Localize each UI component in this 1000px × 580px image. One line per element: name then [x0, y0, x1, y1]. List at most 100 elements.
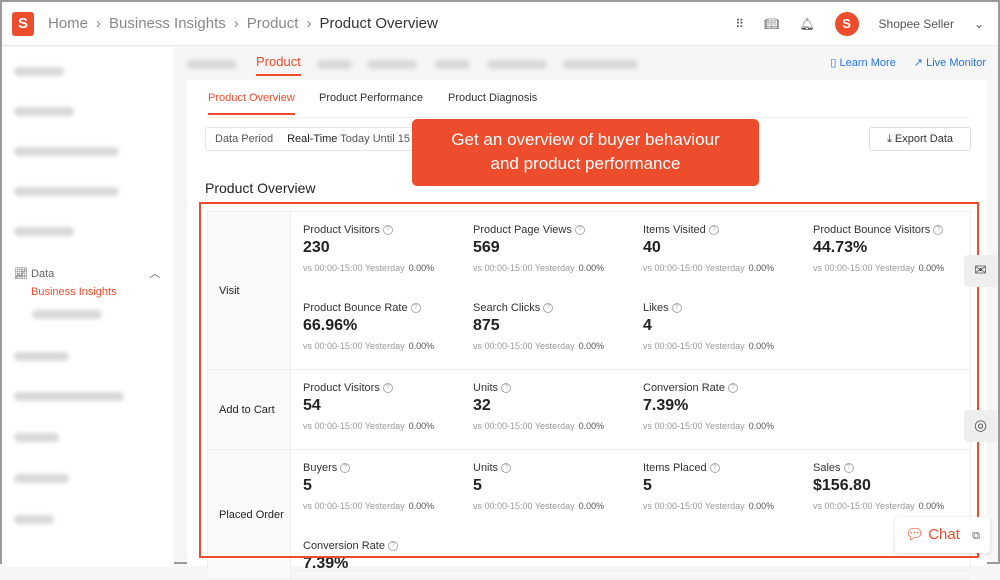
metric-card: Product Visitors? 54 vs 00:00-15:00 Yeste…: [303, 382, 473, 431]
headset-icon[interactable]: ◎: [964, 410, 997, 442]
compare-label: vs 00:00-15:00 Yesterday: [473, 421, 575, 431]
metric-change: 0.00%: [408, 421, 435, 431]
sidebar-item-business-insights[interactable]: Business Insights: [31, 286, 117, 298]
metric-value: 4: [643, 317, 652, 334]
metric-change: 0.00%: [748, 501, 775, 511]
metric-card: Buyers? 5 vs 00:00-15:00 Yesterday 0.00%: [303, 462, 473, 511]
metric-card: Search Clicks? 875 vs 00:00-15:00 Yesterd…: [473, 302, 643, 351]
book-icon[interactable]: 📖︎: [764, 17, 780, 31]
sidebar: [2, 47, 174, 567]
top-header: S Home › Business Insights › Product › Prod…: [2, 2, 998, 46]
metric-value: 5: [473, 477, 482, 494]
breadcrumb-home[interactable]: Home: [48, 15, 89, 32]
subtab-product-overview[interactable]: Product Overview: [208, 92, 295, 115]
metric-card: Items Placed? 5 vs 00:00-15:00 Yesterday 0…: [643, 462, 813, 511]
compare-label: vs 00:00-15:00 Yesterday: [473, 263, 575, 273]
chat-button[interactable]: 💬︎ Chat ⧉: [895, 517, 990, 553]
chevron-down-icon[interactable]: ⌄: [973, 17, 984, 31]
help-icon[interactable]: ?: [708, 225, 719, 236]
compare-label: vs 00:00-15:00 Yesterday: [473, 501, 575, 511]
compare-label: vs 00:00-15:00 Yesterday: [813, 501, 915, 511]
metric-card: Units? 32 vs 00:00-15:00 Yesterday 0.00%: [473, 382, 643, 431]
breadcrumb-current: Product Overview: [319, 15, 438, 32]
mail-icon[interactable]: ✉: [964, 255, 997, 287]
section-title: Product Overview: [205, 180, 316, 196]
metric-row: Visit Product Visitors? 230 vs 00:00-15:00…: [208, 212, 970, 370]
metric-change: 0.00%: [408, 263, 435, 273]
subtab-product-diagnosis[interactable]: Product Diagnosis: [448, 92, 538, 104]
metric-card: Conversion Rate? 7.39% vs 00:00-15:00 Yes…: [643, 382, 813, 431]
breadcrumb-business-insights[interactable]: Business Insights: [109, 15, 226, 32]
metric-value: 66.96%: [303, 317, 358, 334]
help-icon[interactable]: ?: [671, 303, 682, 314]
metric-change: 0.00%: [748, 263, 775, 273]
apps-grid-icon[interactable]: ⠿: [735, 17, 745, 31]
metric-name: Items Placed: [643, 462, 707, 474]
help-icon[interactable]: ?: [501, 463, 512, 474]
metric-name: Buyers: [303, 462, 338, 474]
metric-value: 7.39%: [643, 397, 689, 414]
help-icon[interactable]: ?: [933, 225, 944, 236]
metric-name: Product Visitors: [303, 224, 380, 236]
help-icon[interactable]: ?: [843, 463, 854, 474]
metric-name: Product Page Views: [473, 224, 572, 236]
metric-value: 40: [643, 239, 661, 256]
help-icon[interactable]: ?: [382, 225, 393, 236]
help-icon[interactable]: ?: [574, 225, 585, 236]
learn-more-link[interactable]: ▯ Learn More: [830, 57, 896, 69]
help-icon[interactable]: ?: [382, 383, 393, 394]
compare-label: vs 00:00-15:00 Yesterday: [303, 263, 405, 273]
metric-change: 0.00%: [578, 421, 605, 431]
tab-product[interactable]: Product: [256, 54, 301, 76]
live-monitor-link[interactable]: ↗ Live Monitor: [913, 57, 986, 69]
metric-value: 5: [303, 477, 312, 494]
compare-label: vs 00:00-15:00 Yesterday: [643, 501, 745, 511]
metric-card: Product Page Views? 569 vs 00:00-15:00 Ye…: [473, 224, 643, 273]
highlight-box: [199, 202, 979, 558]
help-icon[interactable]: ?: [387, 541, 398, 552]
metric-name: Units: [473, 462, 499, 474]
metric-card: Units? 5 vs 00:00-15:00 Yesterday 0.00%: [473, 462, 643, 511]
data-period-selector[interactable]: Data Period Real-Time Today Until 15: [205, 127, 445, 151]
metric-name: Items Visited: [643, 224, 706, 236]
metric-card: Product Bounce Rate? 66.96% vs 00:00-15:0…: [303, 302, 473, 351]
compare-label: vs 00:00-15:00 Yesterday: [303, 341, 405, 351]
chat-icon: 💬︎: [905, 526, 925, 543]
compare-label: vs 00:00-15:00 Yesterday: [303, 501, 405, 511]
metric-change: 0.00%: [918, 263, 945, 273]
help-icon[interactable]: ?: [340, 463, 351, 474]
chevron-up-icon: ︿: [149, 268, 161, 280]
help-icon[interactable]: ?: [709, 463, 720, 474]
avatar[interactable]: S: [834, 12, 859, 36]
metric-value: 54: [303, 397, 321, 414]
metric-name: Product Bounce Rate: [303, 302, 408, 314]
row-label: Add to Cart: [208, 370, 291, 449]
help-icon[interactable]: ?: [727, 383, 738, 394]
user-name[interactable]: Shopee Seller: [878, 17, 954, 31]
compare-label: vs 00:00-15:00 Yesterday: [643, 421, 745, 431]
breadcrumb: Home › Business Insights › Product › Produc…: [48, 15, 438, 32]
compare-label: vs 00:00-15:00 Yesterday: [643, 341, 745, 351]
help-icon[interactable]: ?: [543, 303, 554, 314]
metric-name: Likes: [643, 302, 669, 314]
bell-icon[interactable]: 🔔︎: [799, 17, 815, 31]
metric-value: 569: [473, 239, 500, 256]
metric-value: 230: [303, 239, 330, 256]
metrics-grid: Visit Product Visitors? 230 vs 00:00-15:00…: [207, 211, 971, 580]
metric-row: Add to Cart Product Visitors? 54 vs 00:00-…: [208, 370, 970, 450]
export-data-button[interactable]: ⤓ Export Data: [869, 127, 971, 151]
shopee-logo[interactable]: S: [12, 11, 34, 36]
subtab-product-performance[interactable]: Product Performance: [319, 92, 423, 104]
breadcrumb-product[interactable]: Product: [246, 15, 299, 32]
metric-change: 0.00%: [578, 263, 605, 273]
metric-card: Product Visitors? 230 vs 00:00-15:00 Yest…: [303, 224, 473, 273]
compare-label: vs 00:00-15:00 Yesterday: [473, 341, 575, 351]
metric-change: 0.00%: [748, 421, 775, 431]
metric-value: $156.80: [813, 477, 871, 494]
help-icon[interactable]: ?: [410, 303, 421, 314]
metric-name: Product Visitors: [303, 382, 380, 394]
metric-change: 0.00%: [748, 341, 775, 351]
help-icon[interactable]: ?: [501, 383, 512, 394]
sidebar-section-data[interactable]: 📈︎ Data ︿: [14, 268, 161, 280]
compare-label: vs 00:00-15:00 Yesterday: [643, 263, 745, 273]
